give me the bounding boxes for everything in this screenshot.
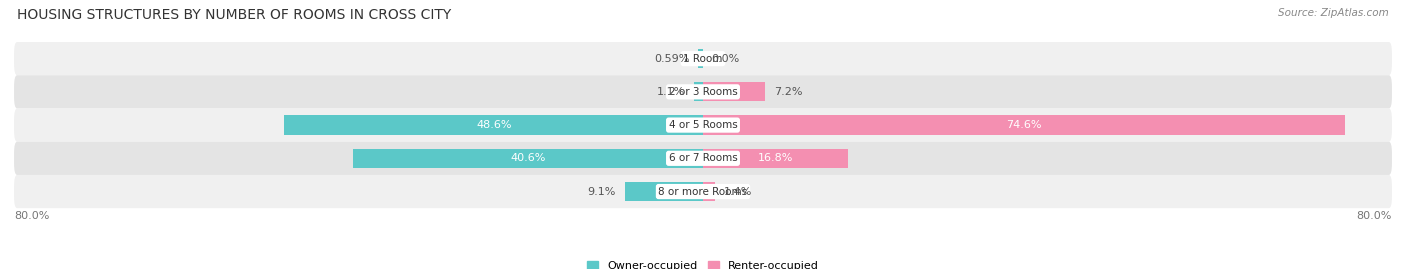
- Text: 8 or more Rooms: 8 or more Rooms: [658, 186, 748, 197]
- Text: 80.0%: 80.0%: [1357, 211, 1392, 221]
- Bar: [703, 115, 1346, 135]
- Bar: [703, 82, 765, 101]
- Text: 80.0%: 80.0%: [14, 211, 49, 221]
- Text: 16.8%: 16.8%: [758, 153, 793, 163]
- Text: 7.2%: 7.2%: [773, 87, 801, 97]
- Text: Source: ZipAtlas.com: Source: ZipAtlas.com: [1278, 8, 1389, 18]
- FancyBboxPatch shape: [14, 108, 1392, 142]
- Bar: [703, 182, 716, 201]
- Text: 0.59%: 0.59%: [654, 54, 689, 64]
- Bar: [624, 182, 703, 201]
- Bar: [353, 149, 703, 168]
- Text: 2 or 3 Rooms: 2 or 3 Rooms: [669, 87, 737, 97]
- Bar: [697, 49, 703, 68]
- FancyBboxPatch shape: [14, 142, 1392, 175]
- Text: 1.4%: 1.4%: [724, 186, 752, 197]
- Text: 74.6%: 74.6%: [1007, 120, 1042, 130]
- Text: 48.6%: 48.6%: [477, 120, 512, 130]
- Text: HOUSING STRUCTURES BY NUMBER OF ROOMS IN CROSS CITY: HOUSING STRUCTURES BY NUMBER OF ROOMS IN…: [17, 8, 451, 22]
- Text: 6 or 7 Rooms: 6 or 7 Rooms: [669, 153, 737, 163]
- FancyBboxPatch shape: [14, 75, 1392, 108]
- FancyBboxPatch shape: [14, 175, 1392, 208]
- Text: 0.0%: 0.0%: [711, 54, 740, 64]
- Text: 1.1%: 1.1%: [657, 87, 685, 97]
- Text: 9.1%: 9.1%: [588, 186, 616, 197]
- Text: 40.6%: 40.6%: [510, 153, 546, 163]
- Text: 1 Room: 1 Room: [683, 54, 723, 64]
- Bar: [284, 115, 703, 135]
- FancyBboxPatch shape: [14, 42, 1392, 75]
- Bar: [693, 82, 703, 101]
- Text: 4 or 5 Rooms: 4 or 5 Rooms: [669, 120, 737, 130]
- Bar: [703, 149, 848, 168]
- Legend: Owner-occupied, Renter-occupied: Owner-occupied, Renter-occupied: [582, 256, 824, 269]
